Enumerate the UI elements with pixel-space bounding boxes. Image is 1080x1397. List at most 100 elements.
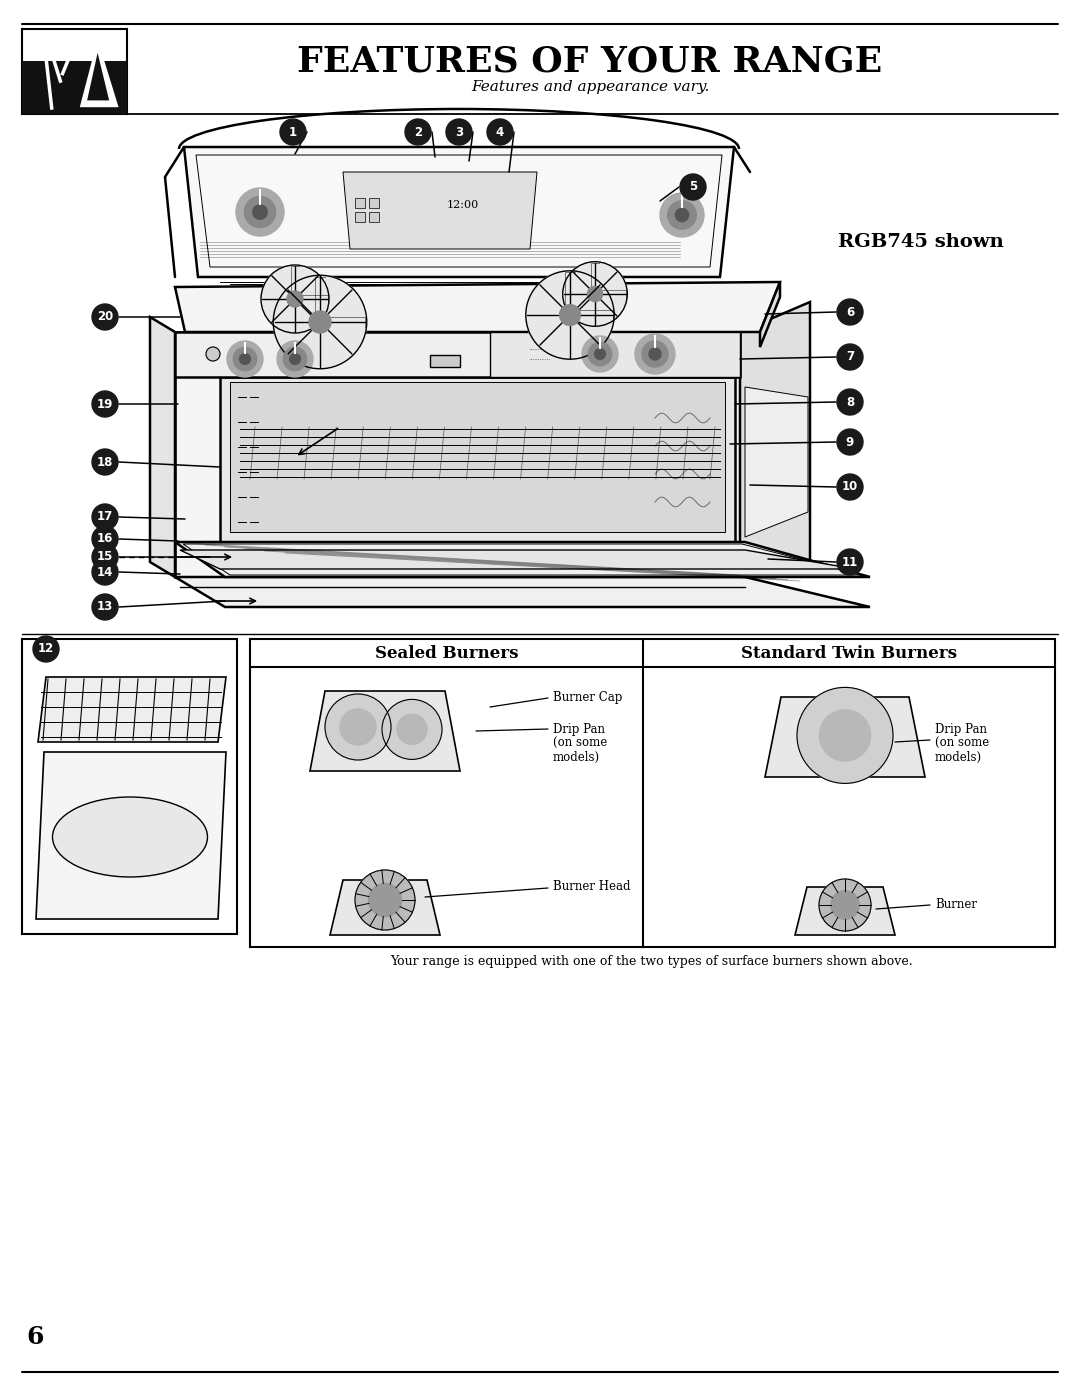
Text: 6: 6 [846,306,854,319]
Text: Burner Head: Burner Head [553,880,631,894]
Circle shape [405,119,431,145]
Polygon shape [175,577,870,608]
Text: ............: ............ [529,346,551,352]
Text: 3: 3 [455,126,463,138]
Text: models): models) [935,750,982,764]
Bar [230,381,725,532]
Circle shape [837,344,863,370]
Circle shape [382,700,442,760]
Circle shape [563,261,627,327]
Circle shape [289,353,300,365]
Circle shape [582,337,618,372]
Bar [369,212,379,222]
Text: 4: 4 [496,126,504,138]
Bar [22,638,237,935]
Text: 10: 10 [842,481,859,493]
Circle shape [588,286,603,302]
Circle shape [273,275,367,369]
Circle shape [92,391,118,416]
Circle shape [92,594,118,620]
Polygon shape [330,880,440,935]
Circle shape [837,388,863,415]
Text: 13: 13 [97,601,113,613]
Text: (on some: (on some [935,736,989,750]
Text: (on some: (on some [553,736,607,750]
Polygon shape [150,317,175,577]
Text: 14: 14 [97,566,113,578]
Text: Drip Pan: Drip Pan [553,722,605,735]
Circle shape [487,119,513,145]
Text: 15: 15 [97,550,113,563]
Bar [22,29,127,115]
Text: 5: 5 [689,180,697,194]
Circle shape [649,348,661,360]
Polygon shape [175,282,780,332]
Polygon shape [760,282,780,346]
Bar [249,638,1055,947]
Circle shape [446,119,472,145]
Circle shape [240,353,251,365]
Circle shape [253,205,267,219]
Circle shape [559,305,580,326]
Polygon shape [343,172,537,249]
Circle shape [837,429,863,455]
Text: 11: 11 [842,556,859,569]
Circle shape [397,714,427,745]
Circle shape [33,636,59,662]
Polygon shape [184,147,734,277]
Text: 16: 16 [97,532,113,545]
Circle shape [819,879,870,930]
Circle shape [287,291,303,307]
Polygon shape [175,332,740,577]
Ellipse shape [53,798,207,877]
Circle shape [92,448,118,475]
Circle shape [526,271,615,359]
Polygon shape [765,697,924,777]
Polygon shape [490,332,740,377]
Text: 6: 6 [26,1324,43,1350]
Circle shape [368,883,402,916]
Text: Standard Twin Burners: Standard Twin Burners [741,644,957,662]
Circle shape [280,119,306,145]
Polygon shape [38,678,226,742]
Bar [355,198,365,208]
Circle shape [820,710,870,761]
Circle shape [227,341,264,377]
Circle shape [244,197,275,228]
Circle shape [680,175,706,200]
Circle shape [233,348,257,370]
Circle shape [837,549,863,576]
Circle shape [595,349,606,359]
Text: 20: 20 [97,310,113,324]
Circle shape [92,305,118,330]
Bar [430,355,460,367]
Text: ............: ............ [529,356,551,362]
Text: Your range is equipped with one of the two types of surface burners shown above.: Your range is equipped with one of the t… [390,956,913,968]
Circle shape [309,312,330,332]
Text: Burner: Burner [935,897,977,911]
Circle shape [660,193,704,237]
Text: Drip Pan: Drip Pan [935,722,987,735]
Circle shape [837,474,863,500]
Circle shape [261,265,329,332]
Circle shape [355,870,415,930]
Circle shape [206,346,220,360]
Circle shape [92,504,118,529]
Polygon shape [180,550,855,569]
Text: FEATURES OF YOUR RANGE: FEATURES OF YOUR RANGE [297,45,882,80]
Polygon shape [80,39,119,108]
Text: 19: 19 [97,398,113,411]
Circle shape [589,342,611,366]
Text: models): models) [553,750,600,764]
Circle shape [831,891,860,919]
Text: Burner Cap: Burner Cap [553,690,622,704]
Circle shape [642,341,669,367]
Text: 8: 8 [846,395,854,408]
Circle shape [237,189,284,236]
Text: Sealed Burners: Sealed Burners [375,644,518,662]
Circle shape [837,299,863,326]
Circle shape [92,559,118,585]
Polygon shape [740,302,810,577]
Circle shape [283,348,307,370]
Polygon shape [745,387,808,536]
